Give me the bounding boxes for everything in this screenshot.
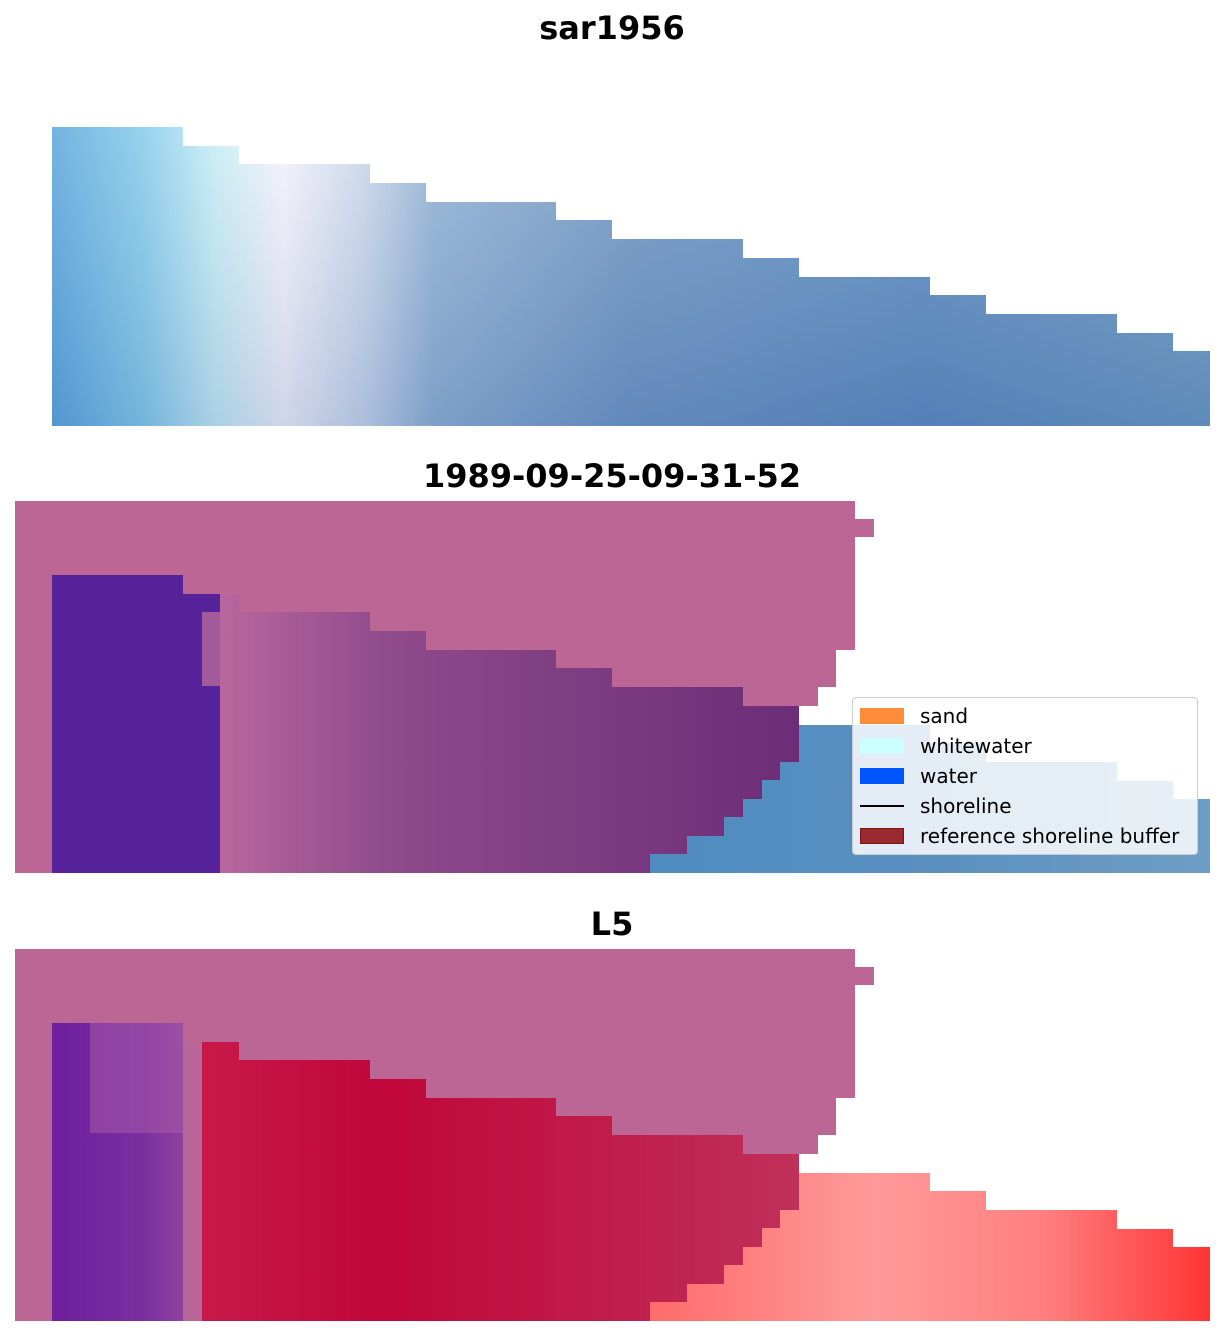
panel-title-1989: 1989-09-25-09-31-52 bbox=[422, 457, 802, 495]
legend-label-whitewater: whitewater bbox=[920, 734, 1032, 758]
image-shading-sar1956 bbox=[52, 127, 1210, 426]
image-panel-sar1956 bbox=[52, 127, 1210, 426]
legend-line-shoreline bbox=[860, 805, 904, 807]
legend-swatch-sand bbox=[860, 708, 904, 724]
legend-label-reference-buffer: reference shoreline buffer bbox=[920, 824, 1180, 848]
legend-swatch-water bbox=[860, 768, 904, 784]
legend-swatch-whitewater bbox=[860, 738, 904, 754]
red-region-l5 bbox=[202, 1042, 799, 1321]
legend-label-sand: sand bbox=[920, 704, 969, 728]
legend-swatch-reference-buffer bbox=[860, 828, 904, 844]
image-panel-1989 bbox=[15, 501, 1210, 873]
purple-region-1989 bbox=[52, 575, 220, 873]
overlap-cell-1989 bbox=[202, 612, 220, 686]
purple-highlight-l5 bbox=[90, 1023, 183, 1133]
legend-label-water: water bbox=[920, 764, 977, 788]
overlap-region-1989 bbox=[220, 594, 799, 873]
stripe-l5 bbox=[183, 1042, 202, 1321]
image-panel-l5 bbox=[15, 949, 1210, 1321]
panel-title-sar1956: sar1956 bbox=[539, 9, 685, 47]
legend: sand whitewater water shoreline referenc… bbox=[852, 697, 1198, 855]
legend-label-shoreline: shoreline bbox=[920, 794, 1012, 818]
panel-title-l5: L5 bbox=[590, 905, 634, 943]
